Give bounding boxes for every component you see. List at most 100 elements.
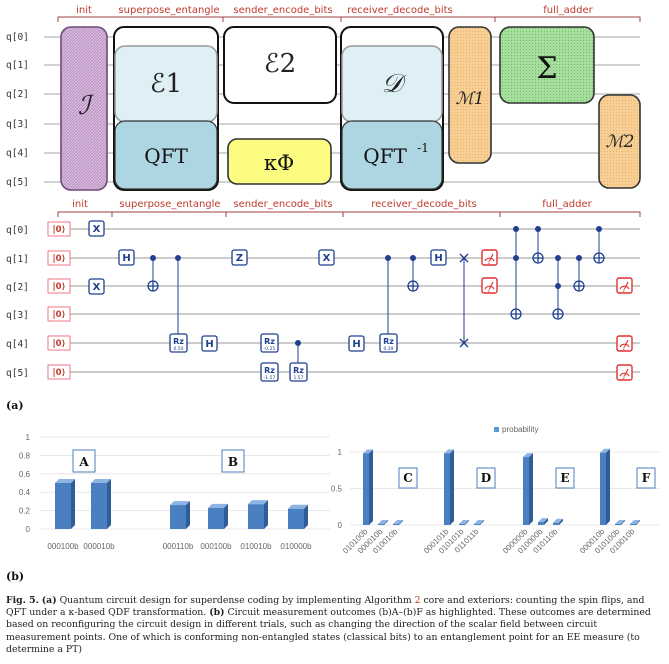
top-section-receiver: receiver_decode_bits (347, 5, 453, 16)
label-b: (b) (6, 570, 24, 583)
bar (538, 518, 548, 525)
svg-text:Z: Z (236, 253, 243, 264)
label-a: (a) (6, 399, 24, 412)
init-ket-5: |0⟩ (53, 368, 66, 378)
top-qubit-2: q[2] (6, 89, 29, 100)
bar (459, 520, 469, 525)
svg-text:D: D (481, 471, 491, 485)
x-tick-label: 010000b (280, 542, 312, 551)
bar (363, 449, 373, 525)
top-qubit-4: q[4] (6, 148, 29, 159)
caption-b: (b) (209, 607, 225, 619)
init-ket-4: |0⟩ (53, 339, 66, 349)
bar (600, 448, 610, 525)
qft-inverse-sup: -1 (417, 141, 429, 155)
bottom-section-init: init (72, 199, 88, 210)
y-tick-label: 0.5 (331, 485, 343, 494)
bottom-qubit-4: q[4] (6, 339, 29, 350)
svg-text:X: X (93, 282, 101, 293)
init-ket-2: |0⟩ (53, 282, 66, 292)
sigma-block-label: Σ (536, 51, 557, 86)
right-chart-ticks: 10.50 (331, 448, 343, 530)
init-ket-1: |0⟩ (53, 254, 66, 264)
qft-inverse-block (341, 120, 443, 190)
bottom-section-fulladder: full_adder (542, 199, 592, 210)
x-gate: X (88, 278, 105, 295)
bottom-qubit-2: q[2] (6, 282, 29, 293)
top-qubit-3: q[3] (6, 119, 29, 130)
legend-swatch (494, 427, 499, 432)
svg-text:B: B (228, 455, 238, 469)
bar (523, 453, 533, 525)
y-tick-label: 0 (338, 521, 343, 530)
measurements: z z z z z (481, 249, 633, 381)
right-chart-grid (350, 451, 660, 526)
caption-t3: Circuit measurement outcomes (b)A–(b)F a… (6, 607, 651, 655)
control-lines (152, 229, 600, 365)
top-qubit-0: q[0] (6, 32, 29, 43)
e1-block-label: ℰ1 (150, 69, 182, 99)
svg-text:C: C (403, 471, 413, 485)
svg-text:0.50: 0.50 (173, 346, 183, 352)
measure-icon: z (481, 277, 498, 294)
left-chart-ticks: 1 0.8 0.6 0.4 0.2 0 (19, 433, 31, 534)
m2-block (598, 94, 641, 189)
m1-block-label: ℳ1 (456, 89, 485, 109)
caption-alg-ref[interactable]: 2 (414, 595, 421, 606)
measure-icon: z (616, 364, 633, 381)
bottom-brackets (57, 211, 641, 217)
init-ket-3: |0⟩ (53, 310, 66, 320)
measure-icon: z (481, 249, 498, 266)
bar (91, 479, 111, 529)
right-chart-panels: C D E F (398, 467, 656, 489)
y-tick-label: 1 (338, 448, 343, 457)
svg-text:H: H (122, 253, 130, 264)
rz-gate: Rz0.39 (379, 333, 398, 353)
y-tick-label: 1 (26, 433, 31, 442)
svg-text:-1.57: -1.57 (264, 375, 276, 381)
rz-gate: Rz1.57 (289, 362, 308, 382)
svg-text:Rz: Rz (383, 337, 394, 346)
svg-text:z: z (488, 261, 491, 266)
bottom-section-sender: sender_encode_bits (233, 199, 332, 210)
top-section-init: init (76, 5, 92, 16)
svg-text:F: F (642, 471, 651, 485)
panel-label: D (476, 467, 496, 489)
top-section-sender: sender_encode_bits (233, 5, 332, 16)
y-tick-label: 0.8 (19, 451, 31, 460)
x-tick-label: 010010b (240, 542, 272, 551)
e2-block-label: ℰ2 (264, 49, 296, 79)
bottom-section-superpose: superpose_entangle (119, 199, 220, 210)
svg-text:Rz: Rz (264, 366, 275, 375)
h-gate: H (430, 249, 447, 266)
kphi-block-label: κΦ (264, 151, 294, 175)
svg-text:z: z (623, 376, 626, 381)
rz-gate: Rz0.50 (169, 333, 188, 353)
swap-gate (459, 253, 469, 348)
svg-text:H: H (352, 339, 360, 350)
panel-label: B (221, 449, 245, 473)
qft-inverse-label: QFT (363, 144, 407, 168)
bottom-qubit-1: q[1] (6, 254, 29, 265)
h-gate: H (201, 335, 218, 352)
qft-block-label: QFT (144, 144, 188, 168)
caption-t2: core and exteriors: counting the spin fl… (6, 595, 645, 619)
svg-text:H: H (434, 253, 442, 264)
svg-text:H: H (205, 339, 213, 350)
svg-text:1.57: 1.57 (293, 375, 303, 381)
svg-text:X: X (323, 253, 331, 264)
measure-icon: z (616, 277, 633, 294)
bottom-wires (70, 228, 640, 373)
bar (208, 503, 228, 529)
sigma-block (499, 26, 595, 104)
svg-text:Rz: Rz (264, 337, 275, 346)
y-tick-label: 0.4 (19, 488, 31, 497)
rz-gate: Rz-0.25 (260, 333, 279, 353)
kphi-block (227, 138, 332, 185)
x-tick-label: 000100b (47, 542, 79, 551)
y-tick-label: 0.2 (19, 507, 31, 516)
e2-block (223, 26, 337, 104)
